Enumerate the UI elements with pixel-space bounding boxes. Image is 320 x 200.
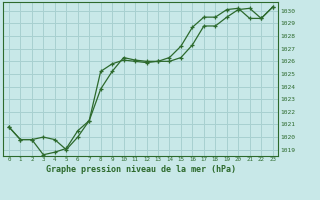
X-axis label: Graphe pression niveau de la mer (hPa): Graphe pression niveau de la mer (hPa) bbox=[46, 165, 236, 174]
